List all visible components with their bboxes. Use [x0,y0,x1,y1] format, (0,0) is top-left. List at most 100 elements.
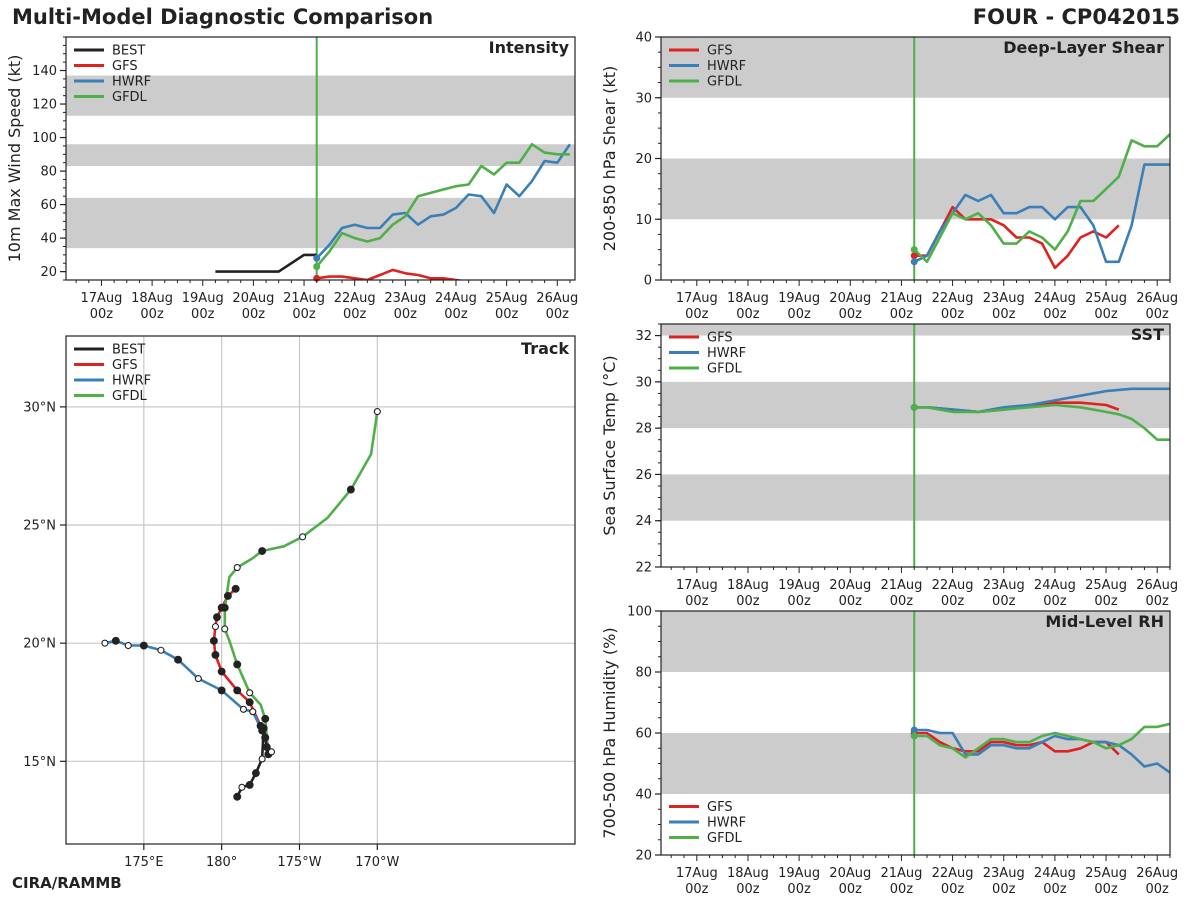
x-tick-label: 00z [941,594,965,609]
legend-label-gfs: GFS [707,331,733,346]
y-tick-label: 80 [635,666,652,681]
shaded-band [661,733,1170,794]
y-tick-label: 100 [627,605,652,620]
x-tick-label: 00z [292,307,316,322]
x-tick-label: 23Aug [983,866,1025,881]
x-tick-label: 17Aug [676,578,718,593]
x-tick-label: 25Aug [1085,578,1127,593]
track-point-best [238,783,246,791]
x-tick-label: 00z [242,307,266,322]
track-point-best [259,724,268,733]
shaded-band [661,611,1170,672]
x-tick-label: 23Aug [983,578,1025,593]
x-tick-label: 21Aug [880,866,922,881]
shaded-band [661,324,1170,336]
legend-label-best: BEST [112,343,145,358]
plot-frame [660,323,1171,568]
legend-label-hwrf: HWRF [112,75,151,90]
x-tick-label: 00z [1094,882,1118,897]
x-tick-label: 26Aug [1136,578,1178,593]
y-tick-label: 32 [635,329,652,344]
init-marker-gfdl [313,263,321,271]
y-axis-label: 10m Max Wind Speed (kt) [5,55,24,263]
x-tick-label: 175°W [277,855,321,870]
series-line-gfdl [914,722,1170,759]
x-tick-label: 17Aug [676,866,718,881]
y-tick-label: 20 [635,849,652,864]
init-marker-gfs [910,252,918,260]
panel-intensity: 2040608010012014017Aug00z18Aug00z19Aug00… [5,36,578,322]
legend-label-gfs: GFS [112,358,138,373]
x-tick-label: 19Aug [778,291,820,306]
y-tick-label: 30°N [23,400,56,415]
legend-label-gfdl: GFDL [707,75,743,90]
y-tick-label: 40 [635,31,652,46]
x-tick-label: 00z [787,594,811,609]
track-point-hwrf [101,639,109,647]
track-point-hwrf [239,705,247,713]
x-tick-label: 00z [941,307,965,322]
track-point-hwrf [194,675,202,683]
x-tick-label: 00z [394,307,418,322]
track-point-gfdl [373,408,381,416]
track-point-gfdl [258,547,267,555]
y-tick-label: 25°N [23,519,56,534]
x-tick-label: 18Aug [727,291,769,306]
x-tick-label: 22Aug [932,866,974,881]
track-point-best [267,748,276,756]
y-tick-label: 30 [635,375,652,390]
track-point-gfdl [299,533,307,541]
track-point-hwrf [111,636,120,645]
plot-frame [65,36,576,281]
track-point-hwrf [249,708,257,716]
x-tick-label: 00z [890,307,914,322]
x-tick-label: 00z [90,307,114,322]
x-tick-label: 00z [546,307,570,322]
legend-label-hwrf: HWRF [707,59,746,74]
shaded-band [66,144,575,167]
x-tick-label: 22Aug [932,291,974,306]
x-tick-label: 20Aug [232,291,274,306]
track-point-gfdl [220,603,229,612]
storm-id: FOUR - CP042015 [972,5,1180,29]
x-tick-label: 24Aug [1034,578,1076,593]
init-marker-gfdl [910,403,918,411]
x-tick-label: 00z [1043,594,1067,609]
x-tick-label: 00z [992,882,1016,897]
init-marker-gfdl [910,732,918,740]
y-tick-label: 80 [40,165,57,180]
track-point-best [251,769,260,778]
track-point-gfdl [261,714,270,723]
y-tick-label: 20 [635,152,652,167]
page-title: Multi-Model Diagnostic Comparison [12,5,434,29]
y-tick-label: 22 [635,561,652,576]
x-tick-label: 22Aug [932,578,974,593]
panel-title: Intensity [489,38,570,57]
x-tick-label: 00z [890,882,914,897]
legend-label-hwrf: HWRF [707,816,746,831]
track-point-gfs [223,591,232,600]
legend-label-gfs: GFS [112,59,138,74]
legend-label-hwrf: HWRF [112,374,151,389]
x-tick-label: 00z [787,307,811,322]
x-tick-label: 25Aug [486,291,528,306]
panel-title: Mid-Level RH [1045,612,1164,631]
x-tick-label: 19Aug [778,578,820,593]
x-tick-label: 00z [736,307,760,322]
track-point-gfs [245,698,254,707]
x-tick-label: 00z [191,307,215,322]
series-line-gfs [914,205,1120,270]
x-tick-label: 00z [1094,307,1118,322]
x-tick-label: 00z [839,594,863,609]
init-marker-hwrf [313,254,321,262]
track-point-gfdl [246,689,254,697]
credit-label: CIRA/RAMMB [12,874,122,892]
y-axis-label: Sea Surface Temp (°C) [600,355,619,535]
x-tick-label: 18Aug [727,578,769,593]
series-line-gfdl [913,133,1170,264]
track-point-hwrf [217,686,226,695]
legend-label-gfdl: GFDL [707,831,743,846]
track-point-gfdl [346,485,355,494]
legend-label-gfdl: GFDL [707,362,743,377]
track-point-hwrf [139,641,148,650]
